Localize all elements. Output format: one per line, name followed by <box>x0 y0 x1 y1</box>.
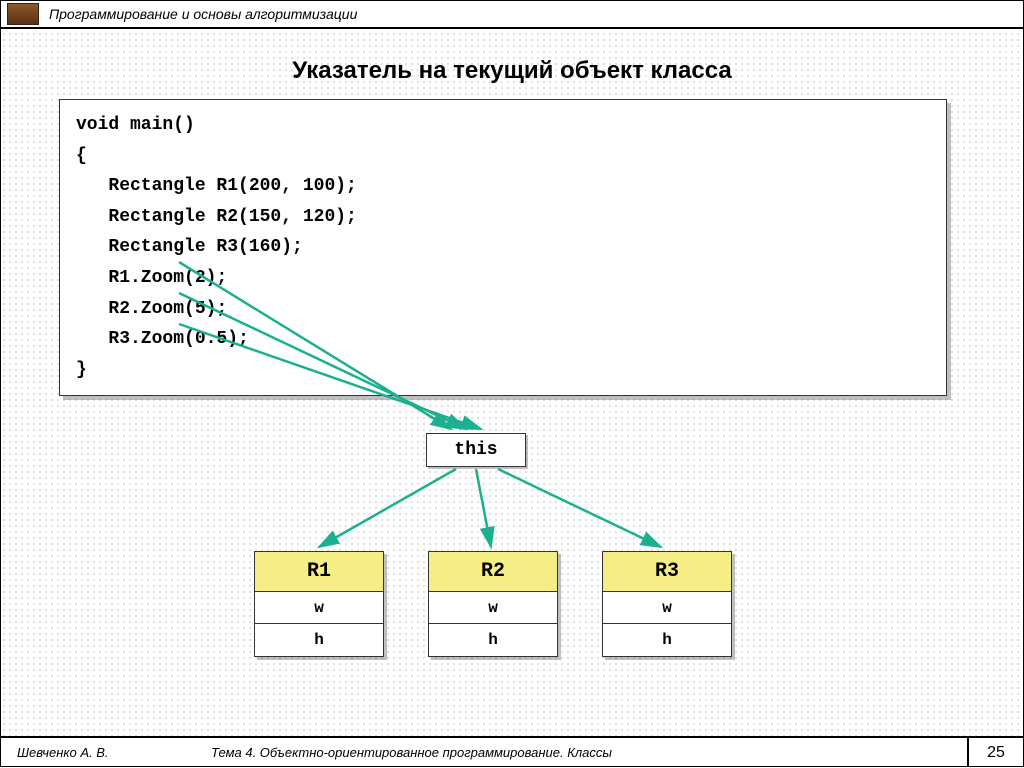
object-field: w <box>255 592 383 624</box>
footer-topic: Тема 4. Объектно-ориентированное програм… <box>201 745 967 760</box>
object-box-r1: R1wh <box>254 551 384 657</box>
slide-title: Указатель на текущий объект класса <box>1 57 1023 85</box>
course-title: Программирование и основы алгоритмизации <box>49 6 357 22</box>
arrow <box>319 469 456 547</box>
page-number: 25 <box>967 738 1023 766</box>
object-field: h <box>603 624 731 656</box>
object-box-r3: R3wh <box>602 551 732 657</box>
arrow <box>498 469 661 547</box>
slide: Программирование и основы алгоритмизации… <box>0 0 1024 767</box>
header-icon <box>7 3 39 25</box>
object-field: h <box>429 624 557 656</box>
object-field: h <box>255 624 383 656</box>
object-field: w <box>429 592 557 624</box>
object-head: R1 <box>255 552 383 592</box>
object-head: R3 <box>603 552 731 592</box>
header-bar: Программирование и основы алгоритмизации <box>1 1 1023 29</box>
object-head: R2 <box>429 552 557 592</box>
footer-author: Шевченко А. В. <box>1 745 201 760</box>
object-field: w <box>603 592 731 624</box>
this-box: this <box>426 433 526 467</box>
footer-bar: Шевченко А. В. Тема 4. Объектно-ориентир… <box>1 736 1023 766</box>
object-box-r2: R2wh <box>428 551 558 657</box>
code-block: void main() { Rectangle R1(200, 100); Re… <box>59 99 947 396</box>
arrow <box>476 469 491 547</box>
